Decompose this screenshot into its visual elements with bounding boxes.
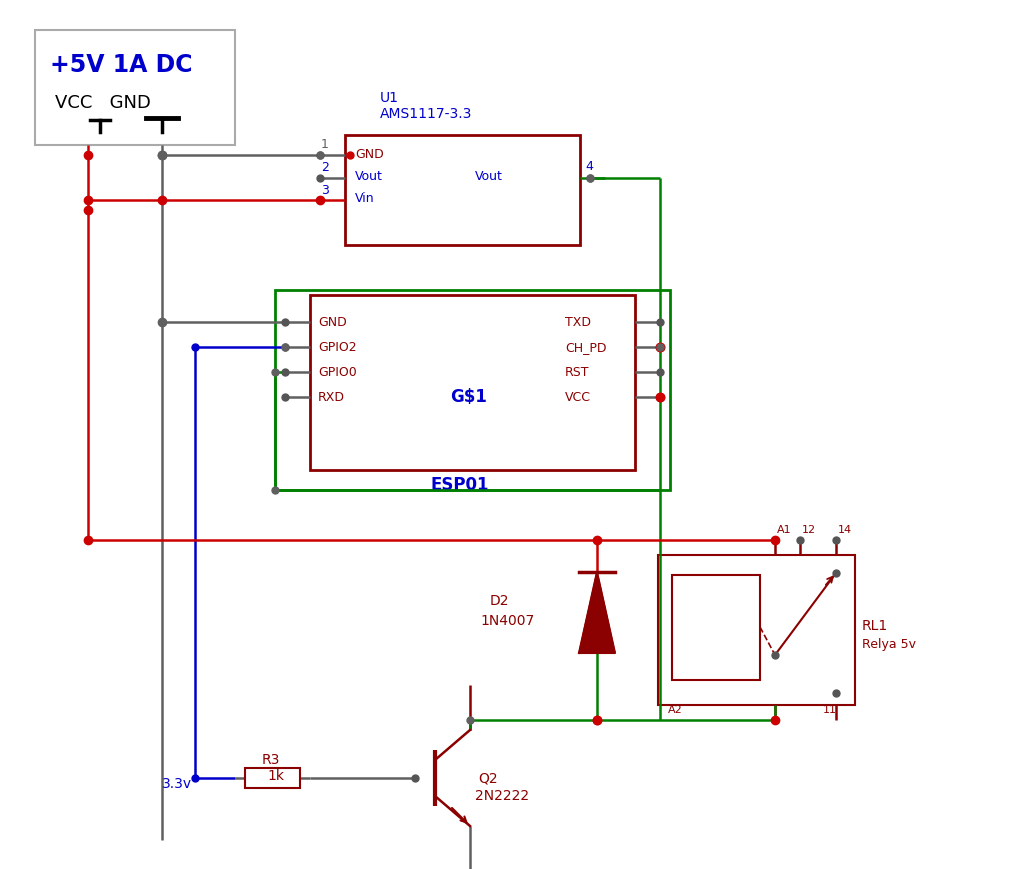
Text: GND: GND bbox=[318, 316, 347, 329]
Text: Q2: Q2 bbox=[478, 772, 498, 786]
Text: ESP01: ESP01 bbox=[430, 476, 489, 494]
Text: Vin: Vin bbox=[355, 192, 375, 205]
Text: A2: A2 bbox=[668, 705, 683, 715]
Text: VCC: VCC bbox=[565, 391, 591, 404]
Text: +5V 1A DC: +5V 1A DC bbox=[50, 53, 192, 77]
Text: 2N2222: 2N2222 bbox=[476, 789, 529, 803]
Bar bbox=[275, 290, 670, 490]
Text: 4: 4 bbox=[585, 160, 593, 173]
Bar bbox=[35, 30, 235, 145]
Text: 12: 12 bbox=[802, 525, 816, 535]
Text: G$1: G$1 bbox=[450, 388, 487, 406]
Bar bbox=[345, 135, 580, 245]
Text: 11: 11 bbox=[823, 705, 837, 715]
Text: RXD: RXD bbox=[318, 391, 345, 404]
Text: 1: 1 bbox=[321, 138, 329, 151]
Text: Vout: Vout bbox=[476, 170, 503, 183]
Text: 3: 3 bbox=[321, 184, 329, 197]
Text: GND: GND bbox=[355, 148, 384, 161]
Text: VCC   GND: VCC GND bbox=[55, 94, 151, 112]
Text: GPIO2: GPIO2 bbox=[318, 341, 356, 354]
Text: TXD: TXD bbox=[565, 316, 591, 329]
Text: AMS1117-3.3: AMS1117-3.3 bbox=[380, 107, 472, 121]
Text: U1: U1 bbox=[380, 91, 400, 105]
Text: 14: 14 bbox=[838, 525, 852, 535]
Text: RST: RST bbox=[565, 366, 589, 379]
Bar bbox=[245, 768, 300, 788]
Text: CH_PD: CH_PD bbox=[565, 341, 607, 354]
Text: 3.3v: 3.3v bbox=[162, 777, 192, 791]
Bar bbox=[310, 295, 635, 470]
Bar bbox=[672, 575, 760, 680]
Text: D2: D2 bbox=[490, 594, 509, 608]
Text: 2: 2 bbox=[321, 161, 329, 174]
Polygon shape bbox=[579, 572, 615, 653]
Text: GPIO0: GPIO0 bbox=[318, 366, 356, 379]
Text: RL1: RL1 bbox=[862, 619, 888, 633]
Bar bbox=[658, 555, 855, 705]
Text: Relya 5v: Relya 5v bbox=[862, 638, 916, 651]
Text: 1N4007: 1N4007 bbox=[480, 614, 534, 628]
Text: Vout: Vout bbox=[355, 170, 383, 183]
Text: 1k: 1k bbox=[267, 769, 284, 783]
Text: R3: R3 bbox=[262, 753, 280, 767]
Text: A1: A1 bbox=[777, 525, 792, 535]
